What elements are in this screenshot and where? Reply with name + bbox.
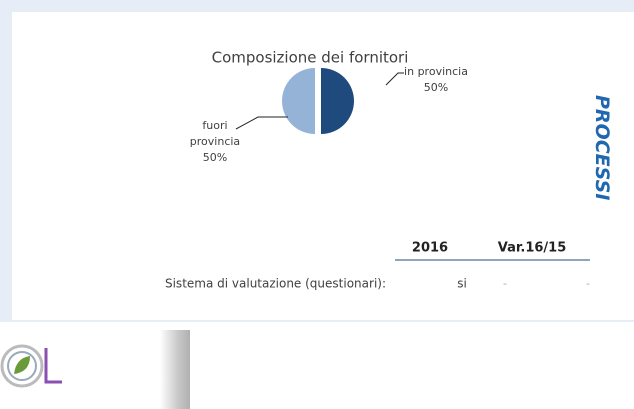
cell: - — [503, 277, 507, 290]
pie-slice — [321, 68, 354, 134]
row-label: Sistema di valutazione (questionari): — [165, 277, 386, 291]
leader-line — [385, 72, 404, 86]
decor-bar — [160, 330, 190, 409]
logo-letter — [44, 348, 62, 384]
logo-ring — [7, 351, 37, 381]
leader-line — [235, 116, 288, 130]
pie-slice — [282, 68, 315, 134]
cell: - — [586, 277, 590, 290]
chart-title: Composizione dei fornitori — [212, 49, 409, 67]
logo-ring — [0, 344, 44, 388]
logo-leaf — [14, 356, 30, 374]
table-header: Var.16/15 — [498, 241, 567, 256]
table-header: 2016 — [412, 241, 448, 256]
section-title: PROCESSI — [591, 95, 613, 200]
cell: si — [457, 277, 467, 291]
panel — [12, 12, 634, 320]
value-label: 50% — [424, 81, 448, 94]
slice-label: fuori provincia — [190, 119, 240, 148]
value-label: 50% — [203, 151, 227, 164]
slice-label: in provincia — [404, 65, 468, 78]
